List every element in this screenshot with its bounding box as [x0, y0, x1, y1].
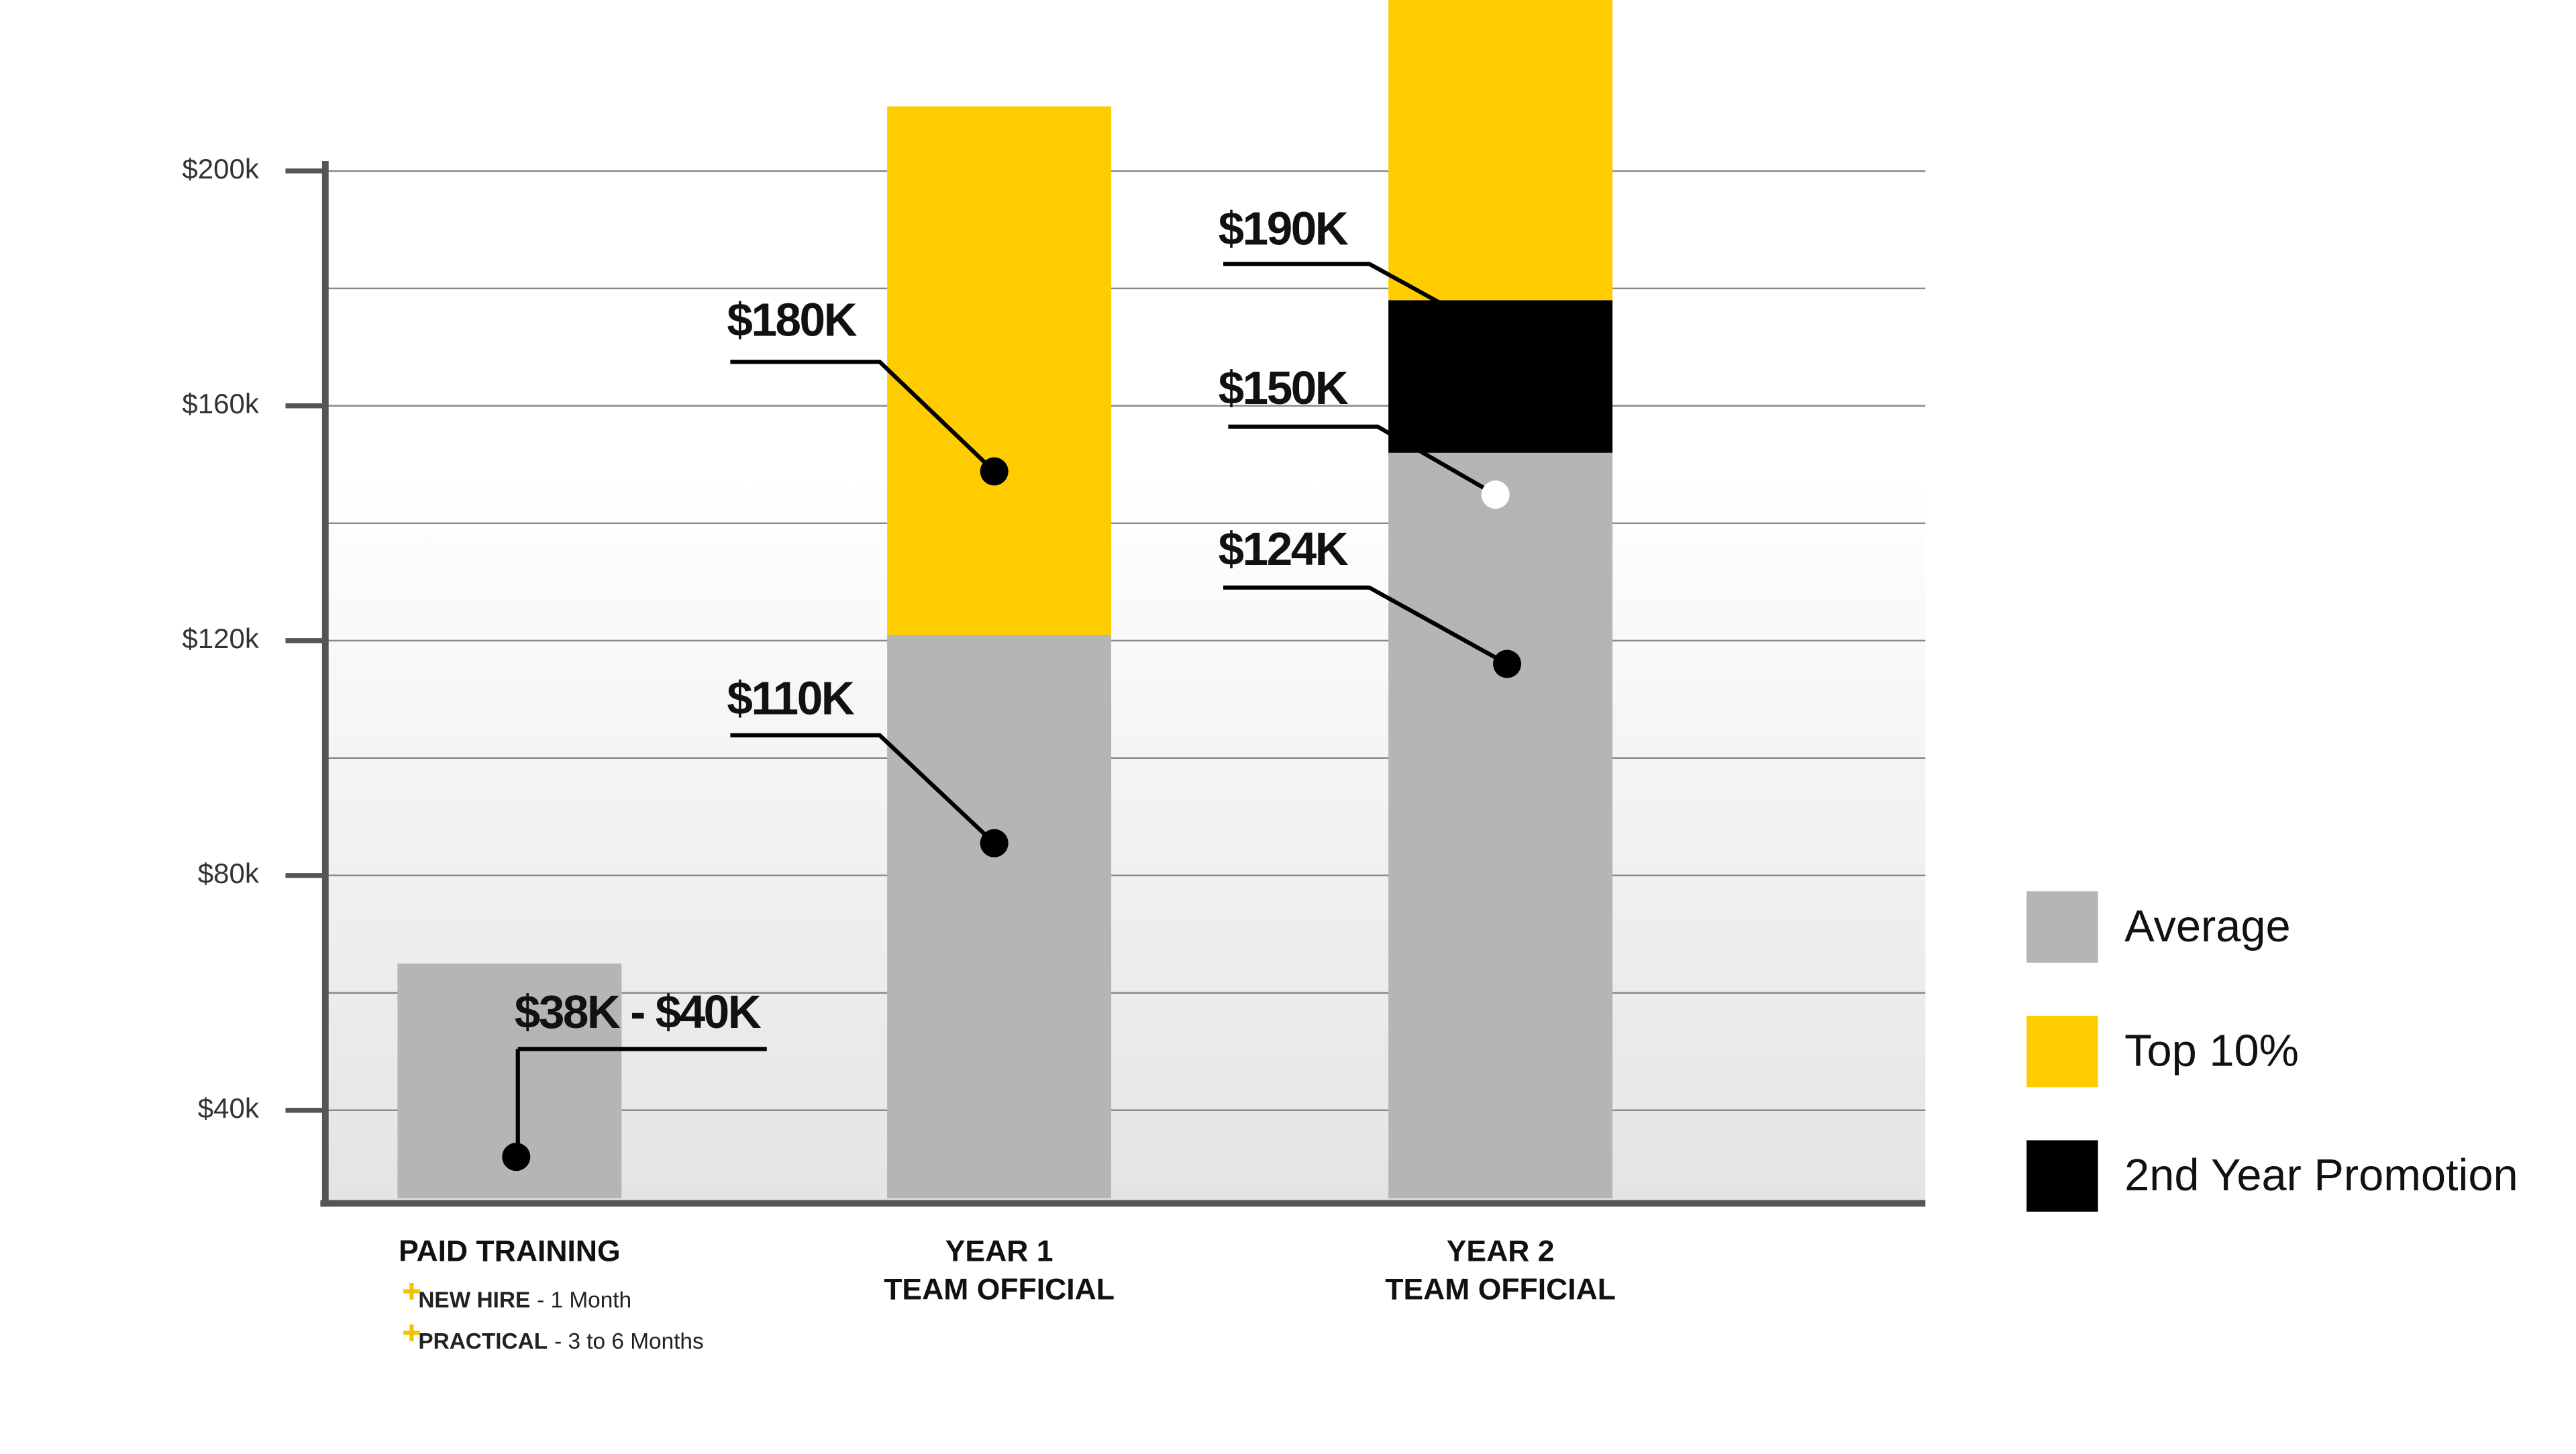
- y-tick-label: $120k: [182, 623, 260, 654]
- x-tick-label: YEAR 1: [945, 1235, 1053, 1267]
- annotation-dot: [1492, 650, 1522, 678]
- annotation: $124K: [1219, 523, 1349, 575]
- annotation-leader: [730, 733, 996, 845]
- legend-swatch: [2026, 1015, 2098, 1088]
- bar-segment: [1388, 0, 1613, 301]
- annotation-dot: [1481, 480, 1510, 509]
- annotation: $110K: [727, 672, 854, 725]
- legend-label: Average: [2124, 902, 2290, 951]
- x-tick-label: TEAM OFFICIAL: [1385, 1273, 1616, 1306]
- plus-icons: [403, 1283, 420, 1341]
- annotation-dot: [980, 829, 1009, 858]
- note-detail: - 1 Month: [537, 1288, 631, 1312]
- annotation-dot: [1488, 323, 1516, 352]
- annotation-leader: [1228, 424, 1497, 497]
- x-tick-label: TEAM OFFICIAL: [884, 1273, 1115, 1306]
- legend-label: 2nd Year Promotion: [2124, 1151, 2518, 1200]
- x-tick-label: YEAR 2: [1447, 1235, 1555, 1267]
- note: NEW HIRE - 1 Month: [418, 1288, 631, 1312]
- annotation: $180K: [727, 294, 857, 346]
- annotation-leader: [730, 360, 996, 473]
- annotation-dot: [980, 457, 1009, 486]
- note-label: PRACTICAL: [418, 1329, 548, 1354]
- y-tick-label: $160k: [182, 388, 260, 419]
- x-tick-label: PAID TRAINING: [399, 1235, 621, 1267]
- legend-label: Top 10%: [2124, 1026, 2299, 1076]
- y-tick-label: $80k: [198, 858, 260, 889]
- note-detail: - 3 to 6 Months: [554, 1329, 704, 1354]
- annotation: $190K: [1219, 203, 1349, 255]
- annotation: $150K: [1219, 362, 1349, 414]
- annotation-leader: [515, 1047, 767, 1157]
- y-tick-label: $200k: [182, 153, 260, 185]
- annotation-dot: [502, 1143, 531, 1172]
- note-label: NEW HIRE: [418, 1288, 530, 1312]
- bar-segment: [887, 106, 1112, 635]
- bar-segment: [1388, 452, 1613, 1198]
- y-tick-label: $40k: [198, 1092, 260, 1124]
- note: PRACTICAL - 3 to 6 Months: [418, 1329, 703, 1354]
- legend-swatch: [2026, 891, 2098, 963]
- annotation-leader: [1223, 585, 1508, 666]
- bar-segment: [887, 635, 1112, 1198]
- annotation-leader: [1223, 262, 1504, 339]
- annotation: $38K - $40K: [515, 986, 762, 1038]
- legend-swatch: [2026, 1140, 2098, 1212]
